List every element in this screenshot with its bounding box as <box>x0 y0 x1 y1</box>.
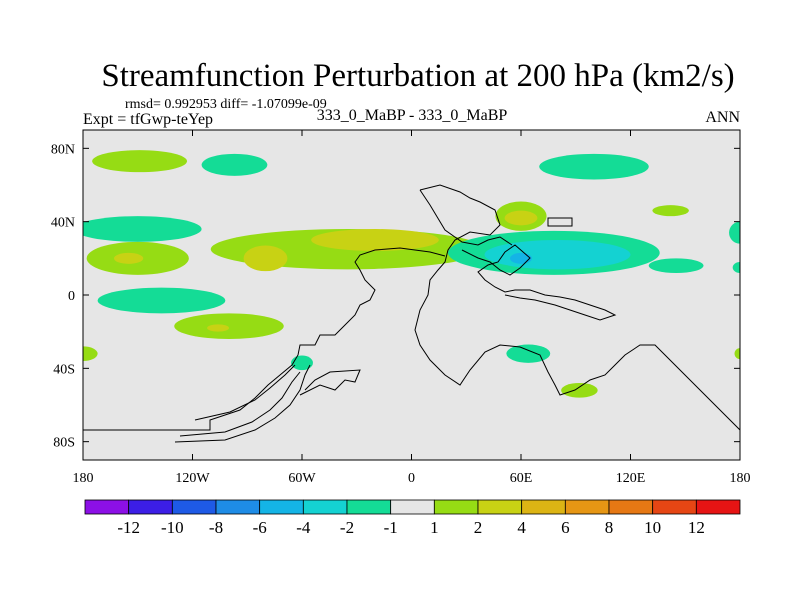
contour-region-2 <box>539 153 649 180</box>
contour-region-8 <box>114 252 144 264</box>
colorbar-label-7: 1 <box>430 518 439 537</box>
period-label: ANN <box>705 109 740 126</box>
x-tick-label-4: 60E <box>510 471 533 486</box>
y-tick-label-2: 0 <box>68 289 75 304</box>
colorbar-swatch-1 <box>128 499 173 515</box>
colorbar-label-10: 6 <box>561 518 570 537</box>
stats-line: rmsd= 0.992953 diff= -1.07099e-09 <box>125 97 327 112</box>
colorbar-swatch-3 <box>215 499 261 515</box>
coastline-antarctic-peninsula <box>174 364 311 443</box>
colorbar-swatch-13 <box>652 499 697 515</box>
coastline-inner-2 <box>194 364 296 421</box>
colorbar-swatch-10 <box>521 499 566 515</box>
colorbar-label-9: 4 <box>517 518 526 537</box>
colorbar-label-3: -6 <box>253 518 267 537</box>
contour-region-17 <box>732 262 740 273</box>
coastline-inner-1 <box>179 371 301 437</box>
coastline-asia-south <box>461 244 617 321</box>
colorbar-label-1: -10 <box>161 518 184 537</box>
x-tick-label-1: 120W <box>175 471 210 486</box>
colorbar-label-4: -4 <box>296 518 311 537</box>
axis-ticks: 180 120W 60W 0 60E 120E 180 80N 40N 0 40S 80S <box>51 130 751 486</box>
colorbar-label-11: 8 <box>605 518 614 537</box>
colorbar-swatch-14 <box>695 499 741 515</box>
contour-region-22 <box>291 355 313 371</box>
contour-region-23 <box>506 344 551 363</box>
coastline-europe-africa <box>414 184 740 431</box>
coastline-south-america <box>83 247 446 431</box>
coastline-inner-3 <box>299 369 361 396</box>
contour-region-25 <box>734 348 740 360</box>
contour-region-13 <box>484 240 631 270</box>
colorbar-label-13: 12 <box>688 518 705 537</box>
coastline-asia-north <box>419 189 513 246</box>
contour-region-6 <box>83 216 202 242</box>
experiment-label: Expt = tfGwp-teYep <box>83 111 213 128</box>
colorbar-swatch-4 <box>259 499 304 515</box>
colorbar-label-0: -12 <box>117 518 140 537</box>
colorbar-swatch-7 <box>390 499 435 515</box>
colorbar-swatch-2 <box>171 499 217 515</box>
y-tick-label-1: 40N <box>51 216 75 231</box>
colorbar-swatch-5 <box>302 499 348 515</box>
colorbar-label-12: 10 <box>644 518 661 537</box>
x-tick-label-3: 0 <box>408 471 415 486</box>
contour-region-21 <box>83 346 98 361</box>
colorbar-label-6: -1 <box>384 518 398 537</box>
chart-title: Streamfunction Perturbation at 200 hPa (… <box>101 58 734 94</box>
colorbar-label-2: -8 <box>209 518 223 537</box>
contour-region-11 <box>243 245 288 272</box>
contour-region-10 <box>311 229 439 251</box>
colorbar-swatch-11 <box>564 499 610 515</box>
coastline-caspian-box <box>547 217 573 227</box>
x-tick-label-6: 180 <box>730 471 751 486</box>
x-tick-label-2: 60W <box>288 471 316 486</box>
contour-region-5 <box>504 210 538 226</box>
colorbar-label-8: 2 <box>474 518 483 537</box>
x-tick-label-5: 120E <box>616 471 646 486</box>
contour-region-15 <box>648 258 704 273</box>
contour-region-24 <box>561 383 598 398</box>
colorbar: -12 -10 -8 -6 -4 -2 -1 1 2 4 6 8 10 12 <box>84 499 741 537</box>
colorbar-label-5: -2 <box>340 518 354 537</box>
contour-region-20 <box>207 324 229 332</box>
y-tick-label-0: 80N <box>51 142 75 157</box>
colorbar-swatch-0 <box>84 499 130 515</box>
contour-region-14 <box>510 252 532 264</box>
colorbar-swatch-12 <box>608 499 654 515</box>
contour-region-1 <box>201 153 268 176</box>
case-label: 333_0_MaBP - 333_0_MaBP <box>317 107 508 124</box>
coastlines <box>83 184 740 443</box>
contour-region-16 <box>729 221 740 244</box>
colorbar-swatch-9 <box>477 499 523 515</box>
y-tick-label-4: 80S <box>53 436 75 451</box>
contour-region-0 <box>92 150 188 173</box>
contour-region-19 <box>174 313 284 339</box>
y-tick-label-3: 40S <box>53 362 75 377</box>
colorbar-swatch-8 <box>433 499 479 515</box>
contour-region-18 <box>97 287 226 314</box>
contour-region-3 <box>652 205 689 217</box>
x-tick-label-0: 180 <box>73 471 94 486</box>
contour-fill-regions <box>83 150 740 398</box>
colorbar-swatch-6 <box>346 499 392 515</box>
